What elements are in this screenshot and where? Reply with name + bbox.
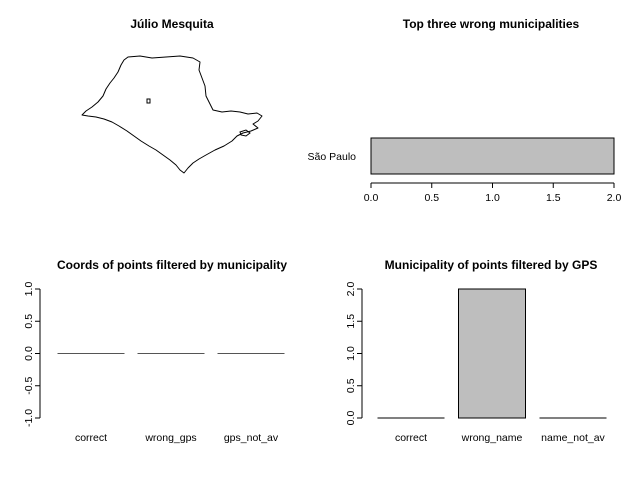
bar-1	[458, 288, 526, 419]
x-tick-label-2: 1.0	[485, 192, 500, 204]
y-tick-label-3: 0.5	[23, 314, 35, 329]
gps-bar-panel: Municipality of points filtered by GPS 0…	[345, 258, 607, 444]
y-tick-label-2: 1.0	[345, 346, 357, 361]
y-tick-label-4: 2.0	[345, 282, 357, 297]
y-tick-label-4: 1.0	[23, 282, 35, 297]
hbar-title: Top three wrong municipalities	[403, 17, 580, 31]
category-label-1: wrong_name	[461, 432, 523, 444]
map-panel: Júlio Mesquita	[81, 17, 263, 174]
sao-paulo-coast-islands	[239, 129, 251, 137]
coords-bar-panel: Coords of points filtered by municipalit…	[23, 258, 287, 444]
x-tick-label-3: 1.5	[546, 192, 561, 204]
category-label-0: correct	[395, 432, 427, 444]
x-tick-label-1: 0.5	[424, 192, 439, 204]
bar-0	[370, 137, 615, 175]
category-label-0: correct	[75, 432, 107, 444]
category-label-0: São Paulo	[308, 151, 357, 163]
y-tick-label-0: 0.0	[345, 411, 357, 426]
coords-title: Coords of points filtered by municipalit…	[57, 258, 287, 272]
category-label-2: name_not_av	[541, 432, 605, 444]
x-tick-label-4: 2.0	[607, 192, 622, 204]
municipality-marker	[146, 98, 151, 104]
x-tick-label-0: 0.0	[364, 192, 379, 204]
category-label-1: wrong_gps	[144, 432, 196, 444]
y-tick-label-1: -0.5	[23, 377, 35, 395]
map-title: Júlio Mesquita	[130, 17, 214, 31]
y-tick-label-2: 0.0	[23, 346, 35, 361]
y-tick-label-3: 1.5	[345, 314, 357, 329]
sao-paulo-state-outline	[81, 55, 263, 174]
gps-title: Municipality of points filtered by GPS	[385, 258, 598, 272]
horizontal-bar-panel: Top three wrong municipalities São Paulo…	[308, 17, 622, 204]
category-label-2: gps_not_av	[224, 432, 279, 444]
y-tick-label-1: 0.5	[345, 378, 357, 393]
y-tick-label-0: -1.0	[23, 409, 35, 427]
